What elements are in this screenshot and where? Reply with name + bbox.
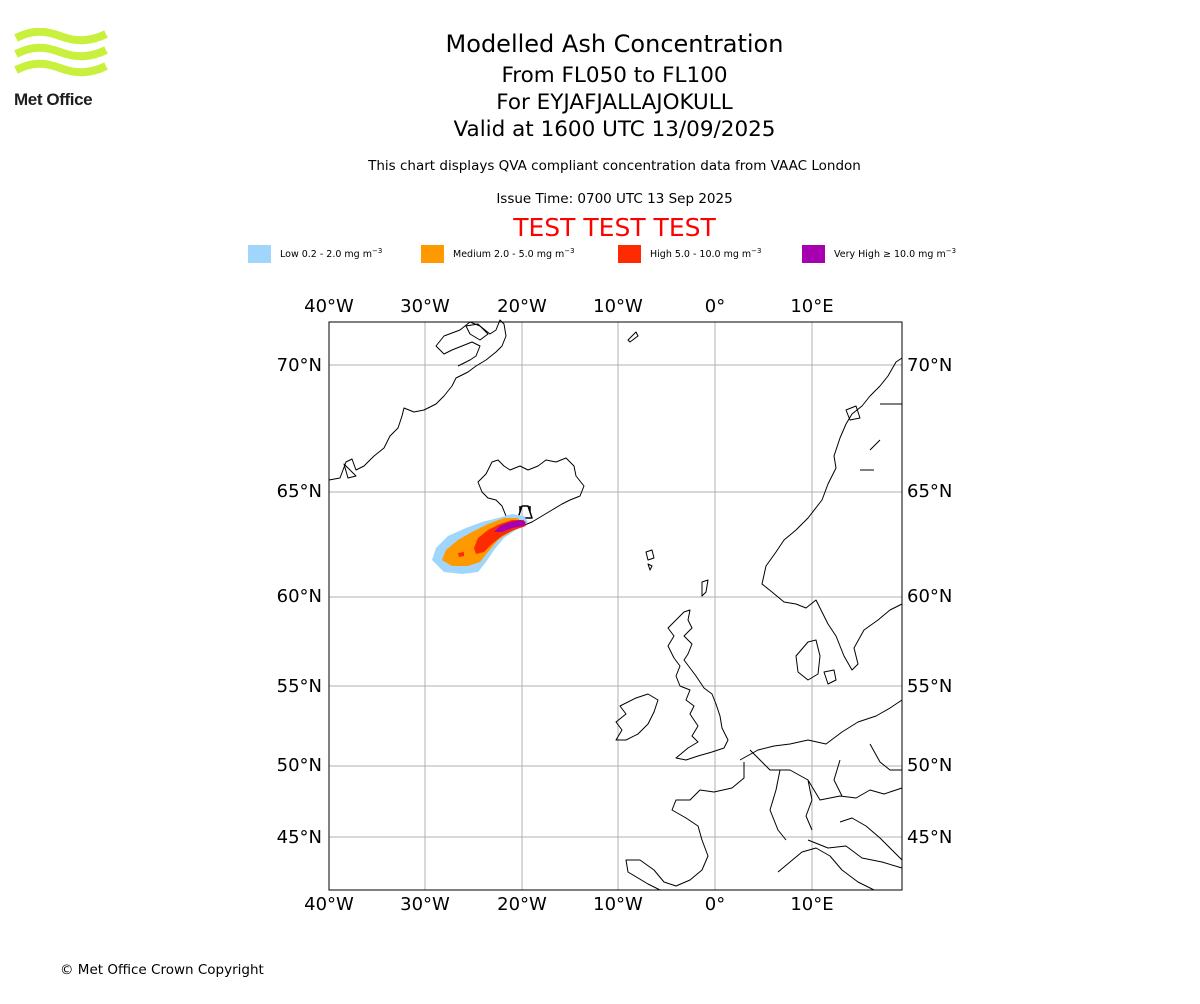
lat-tick-label: 70°N <box>277 355 322 376</box>
legend-label-high: High 5.0 - 10.0 mg m <box>650 249 752 261</box>
legend-label-very-high: Very High ≥ 10.0 mg m <box>834 249 946 261</box>
lat-labels-left: 70°N 65°N 60°N 55°N 50°N 45°N <box>277 355 322 848</box>
legend-item-medium: Medium 2.0 - 5.0 mg m−3 <box>421 244 575 264</box>
europe-coast <box>625 699 903 891</box>
lon-tick-label: 30°W <box>400 296 450 317</box>
copyright-notice: © Met Office Crown Copyright <box>60 962 264 978</box>
lat-tick-label: 50°N <box>277 755 322 776</box>
lon-tick-label: 0° <box>705 296 725 317</box>
lat-tick-label: 55°N <box>277 676 322 697</box>
met-office-logo: Met Office <box>14 27 108 112</box>
lon-tick-label: 20°W <box>497 894 547 915</box>
flight-levels: From FL050 to FL100 <box>501 63 728 88</box>
scandinavia-coast <box>761 357 903 671</box>
legend-item-low: Low 0.2 - 2.0 mg m−3 <box>248 244 382 264</box>
subtitle: This chart displays QVA compliant concen… <box>368 158 861 174</box>
greenland-coast <box>328 319 507 481</box>
lon-tick-label: 40°W <box>304 296 354 317</box>
ash-zone-high <box>474 520 526 554</box>
legend-swatch-very-high <box>802 245 825 263</box>
lon-tick-label: 10°E <box>790 296 833 317</box>
lon-tick-label: 10°W <box>593 296 643 317</box>
lon-tick-label: 0° <box>705 894 725 915</box>
lat-labels-right: 70°N 65°N 60°N 55°N 50°N 45°N <box>907 355 952 848</box>
great-britain-coast <box>667 609 729 761</box>
lat-tick-label: 45°N <box>907 827 952 848</box>
legend-label-medium: Medium 2.0 - 5.0 mg m <box>453 249 565 261</box>
denmark-coast <box>795 639 821 681</box>
valid-time: Valid at 1600 UTC 13/09/2025 <box>453 117 776 142</box>
volcano-marker <box>517 505 533 519</box>
lon-tick-label: 10°W <box>593 894 643 915</box>
coastlines <box>328 319 903 891</box>
legend-unit-medium: −3 <box>564 247 575 256</box>
legend-item-very-high: Very High ≥ 10.0 mg m−3 <box>802 244 956 264</box>
legend-unit-low: −3 <box>372 247 383 256</box>
lat-tick-label: 60°N <box>907 586 952 607</box>
wave-logo-icon <box>14 27 108 77</box>
jan-mayen <box>627 331 639 343</box>
map-frame <box>328 321 903 891</box>
lon-tick-label: 10°E <box>790 894 833 915</box>
italy-coast <box>777 817 903 891</box>
ash-zone-high-spot <box>458 552 464 557</box>
lat-tick-label: 65°N <box>277 481 322 502</box>
legend-swatch-medium <box>421 245 444 263</box>
ash-plume <box>432 514 528 574</box>
shetland-islands <box>701 579 709 597</box>
test-banner: TEST TEST TEST <box>513 213 716 242</box>
faroe-islands <box>645 549 655 571</box>
lon-tick-label: 30°W <box>400 894 450 915</box>
logo-text: Met Office <box>14 90 93 109</box>
lat-tick-label: 70°N <box>907 355 952 376</box>
legend-unit-very-high: −3 <box>945 247 957 256</box>
ireland-coast <box>615 693 659 741</box>
lon-labels-bottom: 40°W 30°W 20°W 10°W 0° 10°E <box>304 894 833 915</box>
chart-title: Modelled Ash Concentration <box>445 30 784 58</box>
lat-tick-label: 55°N <box>907 676 952 697</box>
iceland-coast <box>477 457 585 527</box>
ash-zone-very-high <box>494 520 526 532</box>
lat-tick-label: 50°N <box>907 755 952 776</box>
map-gridlines <box>329 322 902 890</box>
legend-swatch-high <box>618 245 641 263</box>
lat-tick-label: 60°N <box>277 586 322 607</box>
lat-tick-label: 65°N <box>907 481 952 502</box>
lat-tick-label: 45°N <box>277 827 322 848</box>
lon-tick-label: 20°W <box>497 296 547 317</box>
country-borders <box>749 743 903 869</box>
volcano-name: For EYJAFJALLAJOKULL <box>496 90 733 115</box>
legend-swatch-low <box>248 245 271 263</box>
issue-time: Issue Time: 0700 UTC 13 Sep 2025 <box>496 191 733 207</box>
lon-tick-label: 40°W <box>304 894 354 915</box>
legend-unit-high: −3 <box>751 247 762 256</box>
legend-label-low: Low 0.2 - 2.0 mg m <box>280 249 372 261</box>
legend-item-high: High 5.0 - 10.0 mg m−3 <box>618 244 762 264</box>
lon-labels-top: 40°W 30°W 20°W 10°W 0° 10°E <box>304 296 833 317</box>
